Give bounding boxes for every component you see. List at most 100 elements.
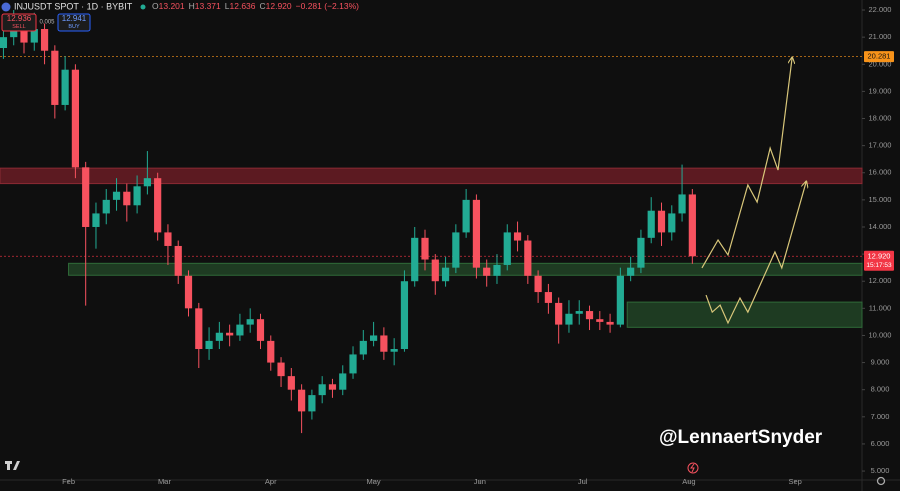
- candle-body: [51, 50, 59, 105]
- candle-body: [226, 332, 234, 336]
- ohlc-value: 12.920: [266, 1, 292, 11]
- candle-body: [431, 259, 439, 282]
- candle-body: [585, 311, 594, 320]
- sell-button[interactable]: [1, 13, 37, 32]
- price-label-box: [864, 51, 894, 63]
- y-tick-label: 16.000: [869, 168, 892, 177]
- candle-body: [287, 376, 295, 390]
- zone: [68, 262, 863, 276]
- ohlc-value: 13.371: [195, 1, 221, 11]
- tv-logo: [5, 461, 20, 470]
- candle-body: [61, 69, 69, 105]
- candle-body: [390, 349, 398, 352]
- candle-body: [400, 281, 409, 350]
- candle-body: [493, 264, 501, 276]
- y-tick-label: 11.000: [869, 303, 891, 312]
- candle-body: [678, 194, 686, 214]
- candle-body: [565, 313, 573, 325]
- projection-path: [701, 58, 792, 269]
- ohlc-key: C: [260, 1, 266, 11]
- settings-icon[interactable]: [876, 476, 886, 486]
- candle-body: [668, 213, 676, 233]
- candle-body: [236, 324, 244, 336]
- candle-body: [369, 335, 378, 341]
- y-tick-label: 17.000: [869, 141, 892, 150]
- zone: [0, 167, 863, 185]
- candle-body: [318, 384, 326, 396]
- zone: [626, 301, 863, 328]
- candle-body: [349, 354, 357, 374]
- sell-label[interactable]: SELL: [12, 24, 25, 30]
- candle-body: [524, 240, 532, 276]
- y-tick-label: 14.000: [869, 222, 892, 231]
- candle-body: [503, 232, 511, 265]
- y-tick-label: 5.000: [871, 466, 890, 475]
- price-label: 12.920: [868, 251, 891, 260]
- candle-body: [174, 245, 182, 276]
- market-status: [140, 4, 146, 10]
- candle-body: [534, 275, 542, 293]
- candle-body: [575, 311, 583, 314]
- price-label-box: [864, 250, 894, 271]
- buy-price[interactable]: 12.941: [62, 14, 87, 23]
- candle-body: [544, 292, 552, 303]
- candle-body: [267, 340, 275, 363]
- y-tick-label: 6.000: [871, 439, 890, 448]
- y-tick-label: 22.000: [869, 5, 892, 14]
- ohlc-key: H: [189, 1, 195, 11]
- candle-body: [20, 23, 28, 43]
- candle-body: [513, 232, 522, 241]
- spread: 0.005: [39, 20, 55, 26]
- candle-body: [637, 237, 645, 268]
- watermark: @LennaertSnyder: [659, 427, 823, 448]
- candle-body: [688, 194, 696, 257]
- candle-body: [359, 340, 367, 355]
- candle-body: [112, 191, 121, 200]
- x-tick-label: Feb: [62, 477, 75, 486]
- buy-label[interactable]: BUY: [68, 24, 80, 30]
- candle-body: [555, 302, 563, 325]
- x-tick-label: Jun: [474, 477, 486, 486]
- x-tick-label: Mar: [158, 477, 171, 486]
- candle-body: [40, 29, 49, 51]
- candle-body: [606, 321, 614, 325]
- candle-body: [472, 199, 481, 268]
- candle-body: [657, 210, 666, 233]
- candle-body: [92, 213, 100, 227]
- x-tick-label: Jul: [578, 477, 588, 486]
- candle-body: [411, 237, 419, 282]
- plot-area: [0, 10, 863, 434]
- candle-body: [256, 319, 265, 341]
- y-tick-label: 7.000: [871, 412, 890, 421]
- x-tick-label: May: [367, 477, 381, 486]
- ohlc-key: L: [225, 1, 230, 11]
- price-label: 20.281: [868, 52, 891, 61]
- sell-price[interactable]: 12.936: [7, 14, 32, 23]
- candle-body: [71, 69, 80, 168]
- candle-body: [596, 319, 604, 322]
- candle-body: [462, 199, 470, 233]
- x-tick-label: Apr: [265, 477, 277, 486]
- x-tick-label: Sep: [788, 477, 801, 486]
- candle-body: [154, 178, 162, 233]
- symbol-icon: [1, 2, 11, 12]
- y-tick-label: 20.000: [869, 59, 892, 68]
- candle-body: [164, 232, 172, 246]
- y-tick-label: 12.000: [869, 276, 892, 285]
- ohlc-value: 13.201: [159, 1, 185, 11]
- candle-body: [483, 267, 491, 276]
- symbol-title: INJUSDT SPOT · 1D · BYBIT: [14, 1, 133, 11]
- ohlc-key: O: [152, 1, 159, 11]
- y-tick-label: 8.000: [871, 385, 890, 394]
- buy-button[interactable]: [57, 13, 91, 32]
- candle-body: [30, 29, 38, 43]
- candle-body: [441, 267, 450, 282]
- candle-body: [246, 319, 254, 325]
- candle-body: [647, 210, 655, 238]
- candle-body: [102, 199, 110, 214]
- y-tick-label: 21.000: [869, 32, 892, 41]
- candle-body: [215, 332, 223, 341]
- candle-body: [82, 167, 90, 227]
